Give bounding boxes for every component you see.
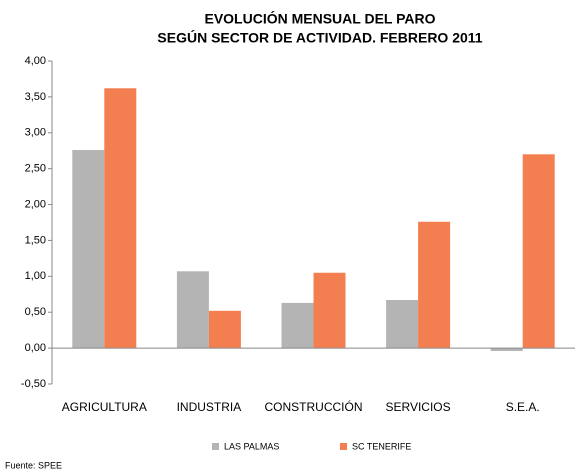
y-tick-label: 0,00 (25, 342, 46, 354)
x-tick-label: INDUSTRIA (177, 400, 242, 414)
y-tick-label: 2,00 (25, 198, 46, 210)
bar (313, 272, 346, 349)
bar (72, 150, 105, 349)
bar (522, 154, 555, 349)
x-tick-label: AGRICULTURA (62, 400, 147, 414)
x-tick-label: S.E.A. (506, 400, 540, 414)
x-tick-label: SERVICIOS (386, 400, 451, 414)
y-tick-label: 1,50 (25, 234, 46, 246)
x-tick-label: CONSTRUCCIÓN (265, 399, 363, 414)
source-note: Fuente: SPEE (5, 460, 62, 470)
bar (490, 348, 523, 351)
legend-label: SC TENERIFE (352, 441, 411, 451)
y-tick-label: -0,50 (21, 378, 46, 390)
y-tick-label: 2,50 (25, 163, 46, 175)
legend-swatch (212, 443, 219, 450)
y-tick-label: 3,00 (25, 127, 46, 139)
legend-swatch (340, 443, 347, 450)
y-tick-label: 1,00 (25, 270, 46, 282)
bar (386, 300, 419, 349)
chart-title: SEGÚN SECTOR DE ACTIVIDAD. FEBRERO 2011 (157, 29, 482, 46)
bar (104, 88, 137, 349)
bar (281, 302, 314, 349)
bar (418, 221, 451, 349)
legend-label: LAS PALMAS (224, 441, 279, 451)
bar (208, 310, 241, 349)
bar (176, 271, 209, 349)
y-tick-label: 3,50 (25, 91, 46, 103)
y-tick-label: 4,00 (25, 55, 46, 67)
y-tick-label: 0,50 (25, 306, 46, 318)
chart-title: EVOLUCIÓN MENSUAL DEL PARO (204, 10, 435, 27)
